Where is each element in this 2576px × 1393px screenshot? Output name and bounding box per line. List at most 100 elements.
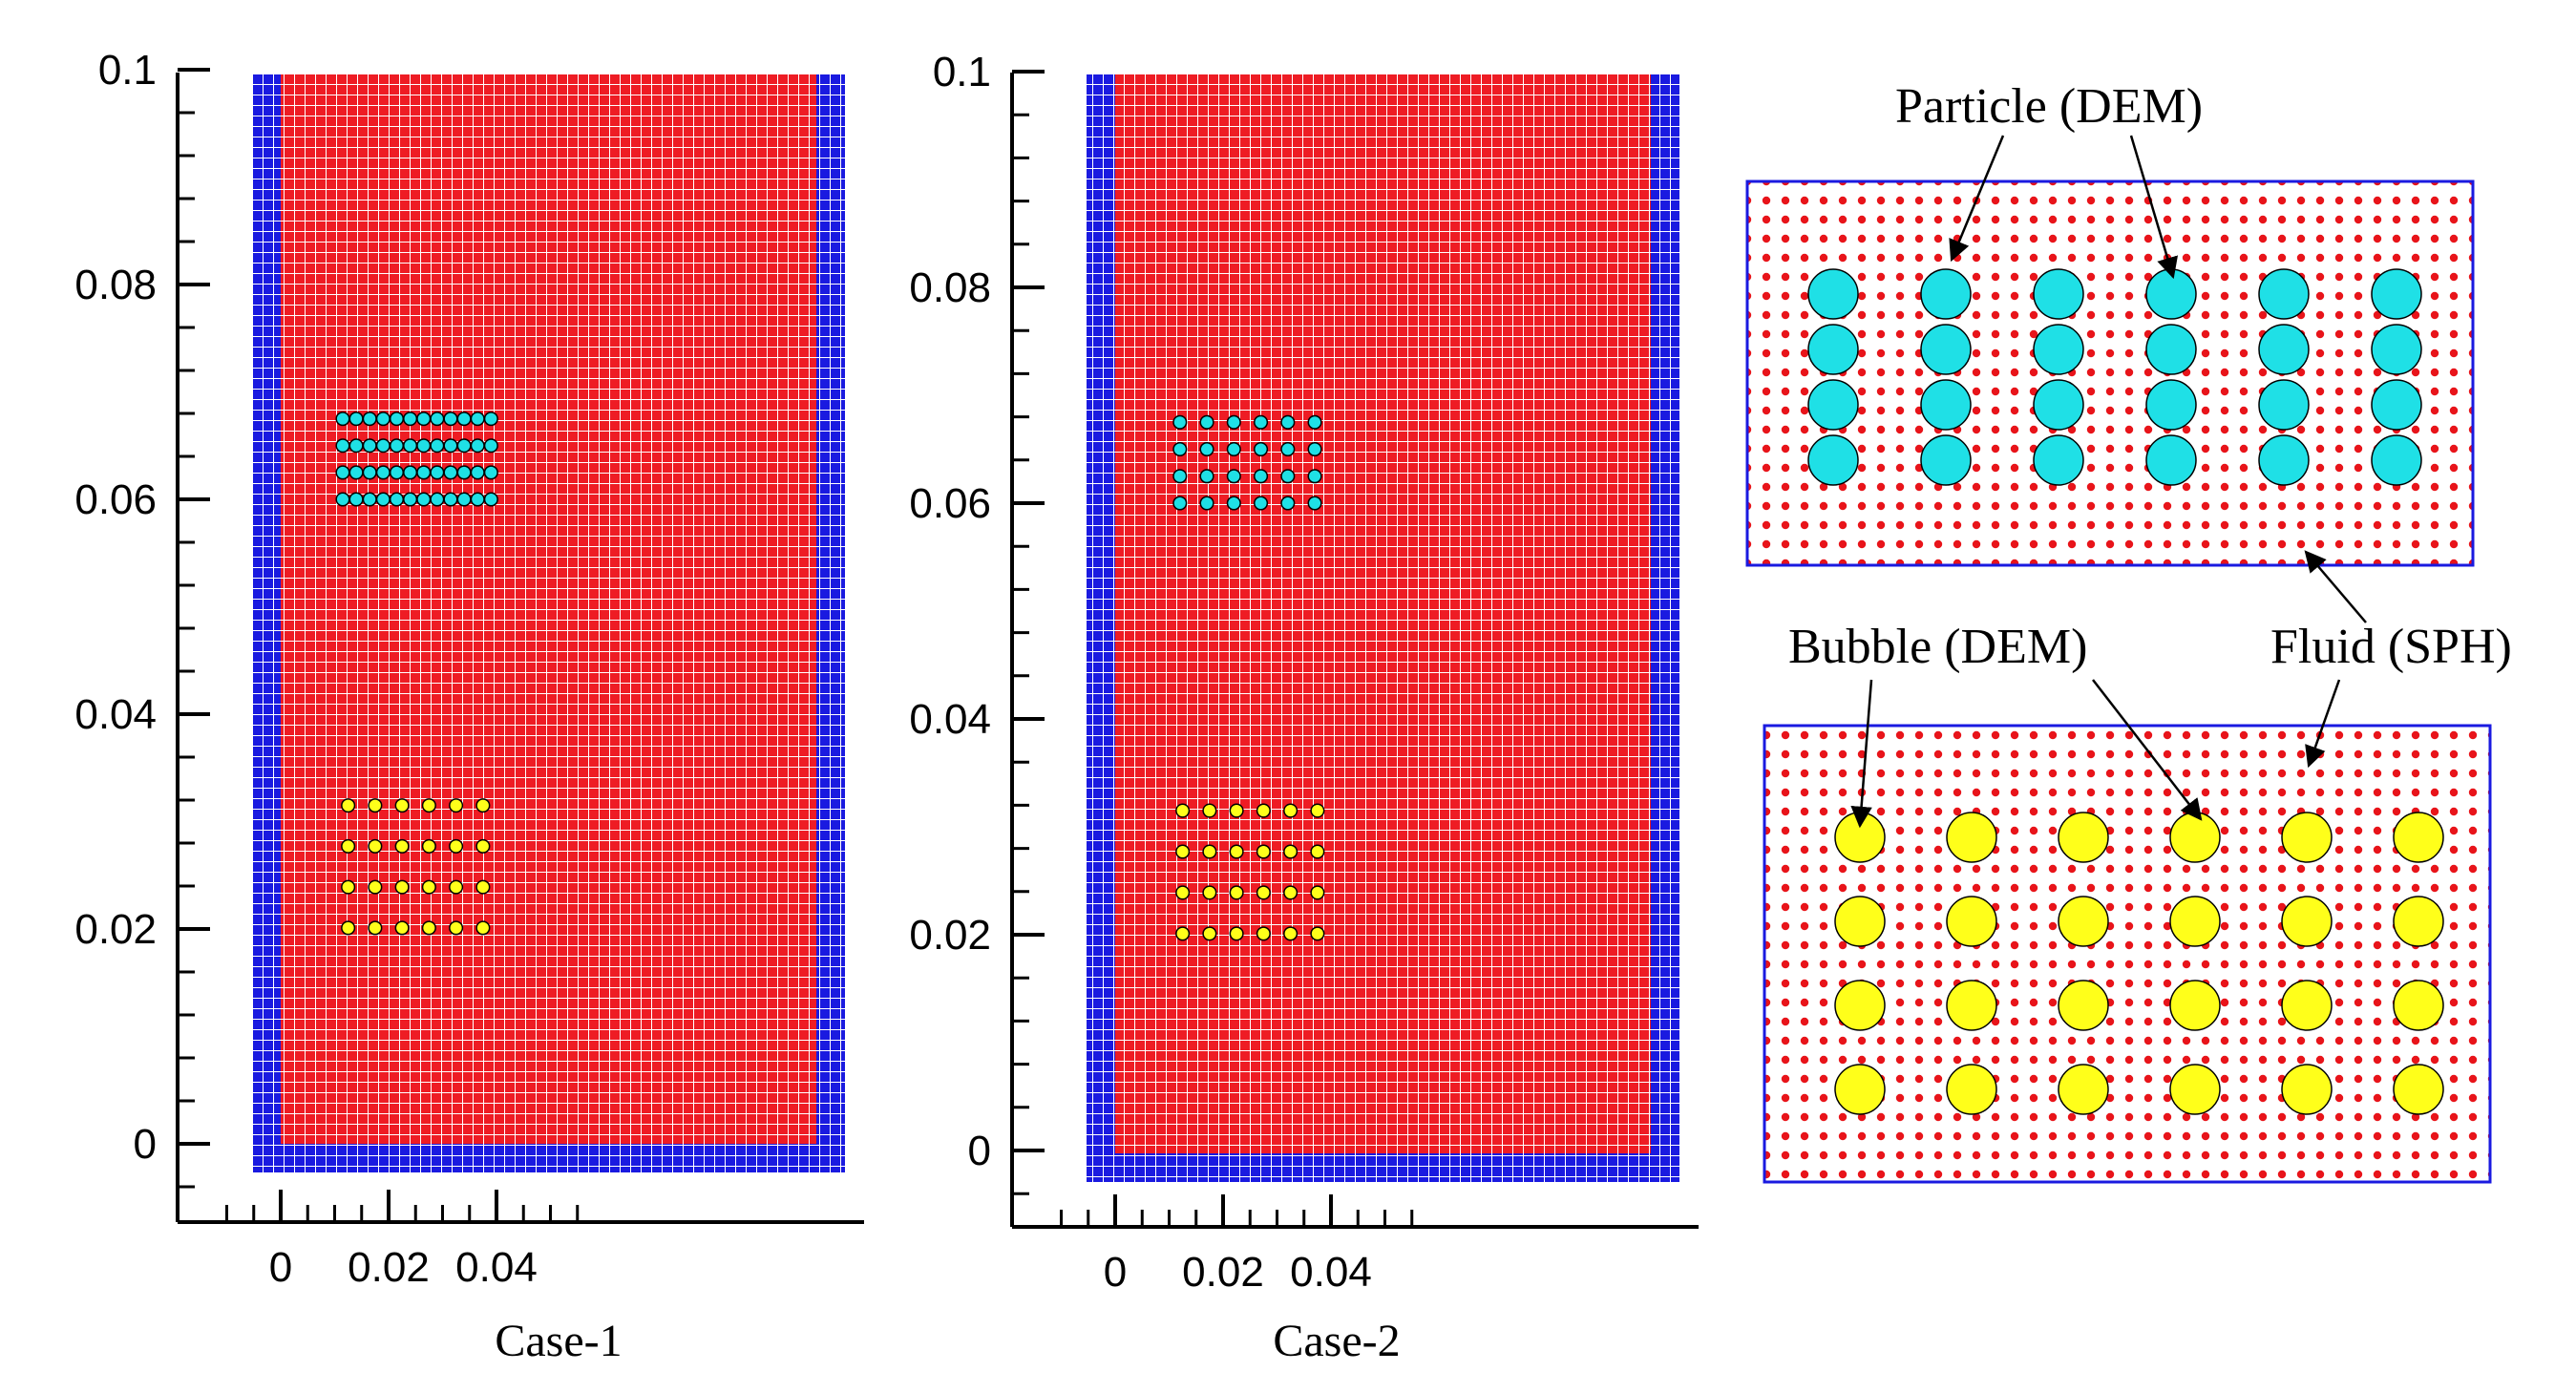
particle-arrow-1 <box>1949 135 2005 263</box>
inset-bubble-circle <box>2393 980 2444 1031</box>
bubble-circle <box>341 879 356 895</box>
y-tick-label: 0.1 <box>933 49 991 95</box>
inset-particle-circle <box>2258 379 2310 431</box>
bubble-circle <box>1175 844 1191 859</box>
x-tick-label: 0 <box>269 1244 292 1291</box>
particle-circle <box>443 492 458 507</box>
inset-particle-circle <box>2258 434 2310 486</box>
particle-circle <box>470 412 485 427</box>
particle-circle <box>483 438 498 454</box>
inset-particle-circle <box>2033 379 2084 431</box>
particle-callout-label: Particle (DEM) <box>1895 79 2203 134</box>
inset-bubble-circle <box>2393 896 2444 947</box>
bubble-circle <box>421 879 436 895</box>
particle-circle <box>362 412 377 427</box>
inset-particle-circle <box>2145 379 2197 431</box>
particle-circle <box>1307 441 1322 457</box>
bubble-circle <box>1202 844 1217 859</box>
inset-particle-circle <box>2258 324 2310 375</box>
particle-circle <box>1254 441 1269 457</box>
particle-circle <box>375 412 391 427</box>
particle-circle <box>362 465 377 480</box>
particle-circle <box>430 465 445 480</box>
particle-circle <box>416 492 432 507</box>
particle-circle <box>403 412 418 427</box>
bubble-circle <box>1256 844 1271 859</box>
inset-bubble-circle <box>1834 1064 1886 1115</box>
particle-circle <box>456 412 472 427</box>
y-tick-label: 0 <box>134 1121 157 1168</box>
particle-circle <box>456 492 472 507</box>
bubble-circle <box>1175 885 1191 900</box>
inset-bubble-circle <box>1834 980 1886 1031</box>
bubble-circle <box>1310 926 1325 941</box>
bubble-circle <box>1310 885 1325 900</box>
inset-particle-circle <box>1920 434 1972 486</box>
particle-circle <box>1199 441 1214 457</box>
particle-circle <box>470 438 485 454</box>
particle-circle <box>403 492 418 507</box>
particle-circle <box>1226 469 1241 484</box>
bubble-circle <box>1175 926 1191 941</box>
particle-circle <box>483 492 498 507</box>
particle-circle <box>430 438 445 454</box>
case-1-panel: 0 0.02 0.04 0.06 0.08 0.1 0 0.02 0.04 Case-1 <box>74 47 864 1366</box>
inset-particle-circle <box>1807 268 1859 320</box>
particle-inset-frame <box>1745 179 2475 567</box>
bubble-circle <box>394 920 410 936</box>
particle-circle <box>375 438 391 454</box>
bubble-circle <box>475 798 491 813</box>
particle-circle <box>443 412 458 427</box>
inset-particle-circle <box>2145 324 2197 375</box>
particle-circle <box>348 465 364 480</box>
bubble-circle <box>1175 803 1191 818</box>
inset-particle-circle <box>1920 379 1972 431</box>
bubble-inset-frame <box>1763 724 2492 1184</box>
particle-circle <box>362 438 377 454</box>
inset-particle-circle <box>1807 434 1859 486</box>
bubble-circle <box>449 920 464 936</box>
particle-circle <box>1199 496 1214 511</box>
particle-circle <box>389 438 405 454</box>
y-tick-label: 0 <box>968 1128 991 1174</box>
inset-particle-circle <box>2033 434 2084 486</box>
particle-circle <box>1199 414 1214 430</box>
bubble-circle <box>475 879 491 895</box>
particle-circle <box>1254 496 1269 511</box>
bubble-circle <box>1256 803 1271 818</box>
fluid-arrow-top <box>2304 550 2367 623</box>
particle-circle <box>1172 441 1188 457</box>
bubble-arrow-2 <box>2092 679 2203 821</box>
particle-circle <box>1307 496 1322 511</box>
bubble-circle <box>394 879 410 895</box>
y-tick-label: 0.06 <box>74 476 157 523</box>
particle-circle <box>1280 469 1296 484</box>
bubble-circle <box>475 920 491 936</box>
y-tick-label: 0.08 <box>74 262 157 308</box>
particle-circle <box>348 438 364 454</box>
inset-bubble-circle <box>2169 1064 2221 1115</box>
particle-circle <box>416 465 432 480</box>
x-tick-label: 0.02 <box>348 1244 430 1291</box>
particle-circle <box>348 492 364 507</box>
particle-circle <box>335 492 350 507</box>
inset-bubble-circle <box>1946 980 1997 1031</box>
bubble-circle <box>421 798 436 813</box>
particle-circle <box>389 412 405 427</box>
bubble-circle <box>1229 803 1244 818</box>
particle-inset <box>1745 179 2475 567</box>
inset-bubble-circle <box>1946 812 1997 863</box>
particle-circle <box>375 465 391 480</box>
bubble-circle <box>1283 926 1299 941</box>
particle-circle <box>483 412 498 427</box>
inset-particle-circle <box>1807 379 1859 431</box>
particle-circle <box>1226 441 1241 457</box>
particle-circle <box>443 438 458 454</box>
particle-circle <box>1172 469 1188 484</box>
inset-particle-circle <box>2033 268 2084 320</box>
particle-circle <box>443 465 458 480</box>
bubble-circle <box>1310 803 1325 818</box>
bubble-circle <box>1229 926 1244 941</box>
bubble-circle <box>1256 926 1271 941</box>
y-tick-label: 0.04 <box>74 691 157 738</box>
